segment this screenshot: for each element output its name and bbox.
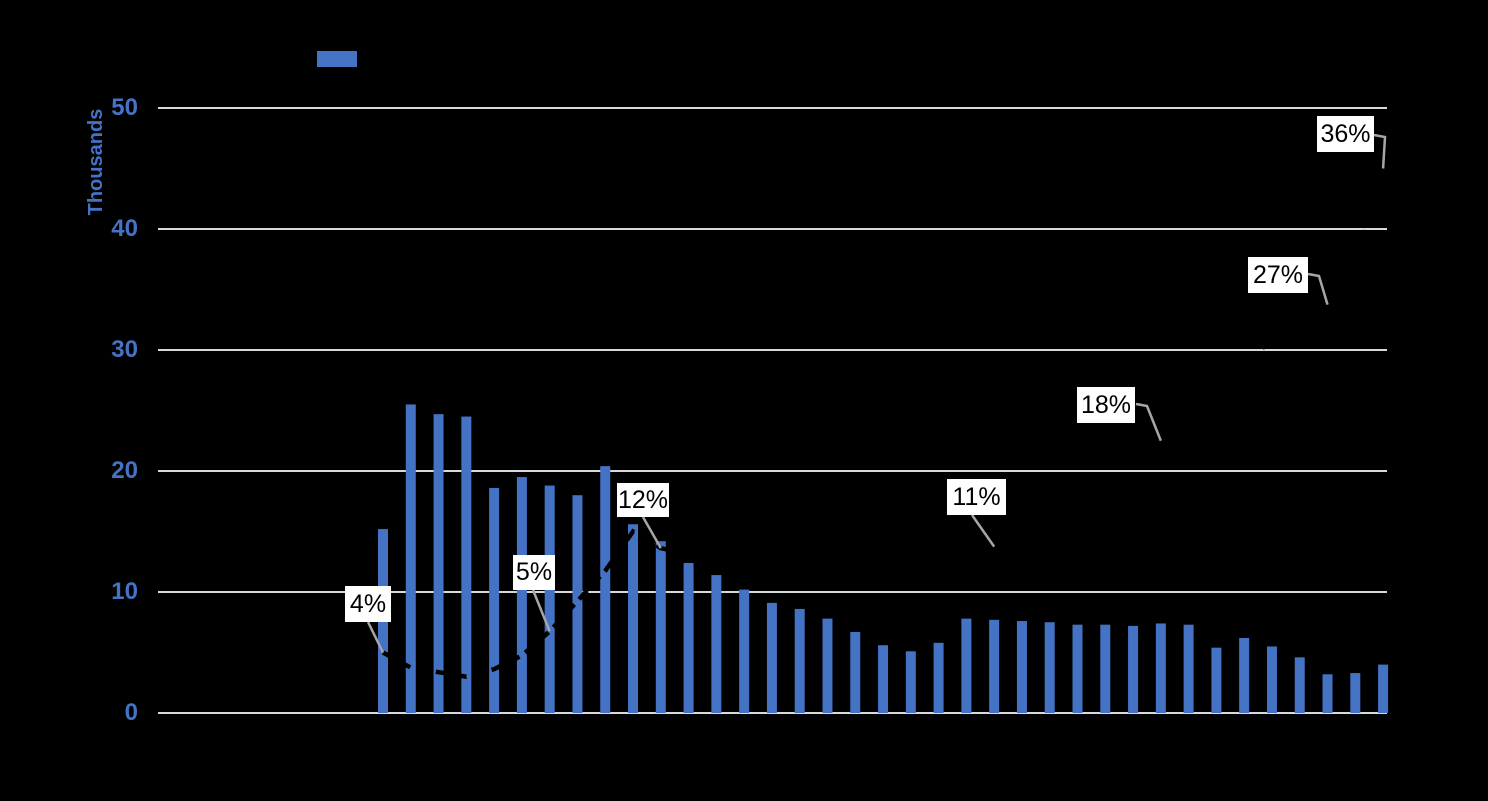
callout-36pct[interactable]: 36% <box>1317 116 1374 152</box>
bar-21[interactable] <box>933 642 944 713</box>
bar-27[interactable] <box>1100 624 1111 713</box>
bar-15[interactable] <box>766 602 777 713</box>
bar-18[interactable] <box>850 631 861 713</box>
bar-6[interactable] <box>516 477 527 713</box>
leader-line-18% <box>1135 402 1163 442</box>
y-tick-50: 50 <box>111 94 138 121</box>
callout-4pct[interactable]: 4% <box>345 586 391 622</box>
bar-31[interactable] <box>1211 647 1222 713</box>
bar-2[interactable] <box>405 404 416 713</box>
bar-33[interactable] <box>1266 646 1277 713</box>
bar-16[interactable] <box>794 608 805 713</box>
bar-25[interactable] <box>1044 622 1055 713</box>
bar-26[interactable] <box>1072 624 1083 713</box>
callout-5pct[interactable]: 5% <box>513 555 555 590</box>
bar-12[interactable] <box>683 562 694 713</box>
bar-9[interactable] <box>600 466 611 713</box>
y-tick-40: 40 <box>111 215 138 242</box>
bar-20[interactable] <box>905 651 916 713</box>
bar-23[interactable] <box>989 619 1000 713</box>
leader-line-27% <box>1307 272 1329 305</box>
y-tick-30: 30 <box>111 336 138 363</box>
bar-24[interactable] <box>1016 621 1027 713</box>
bar-11[interactable] <box>655 541 666 713</box>
bar-8[interactable] <box>572 495 583 713</box>
bar-37[interactable] <box>1378 664 1389 713</box>
leader-line-12% <box>641 516 662 549</box>
y-tick-10: 10 <box>111 578 138 605</box>
legend-swatch-bar-series[interactable] <box>317 51 357 67</box>
bar-36[interactable] <box>1350 673 1361 713</box>
callout-18pct[interactable]: 18% <box>1077 387 1135 423</box>
leader-line-4% <box>366 621 385 654</box>
bar-32[interactable] <box>1239 637 1250 713</box>
bar-22[interactable] <box>961 618 972 713</box>
y-tick-20: 20 <box>111 457 138 484</box>
trend-line[interactable] <box>381 167 1386 679</box>
bar-19[interactable] <box>878 645 889 713</box>
y-tick-0: 0 <box>124 699 138 726</box>
bar-30[interactable] <box>1183 624 1194 713</box>
bar-29[interactable] <box>1155 623 1166 713</box>
bar-10[interactable] <box>628 524 639 713</box>
bar-14[interactable] <box>739 589 750 713</box>
leader-line-36% <box>1373 133 1387 169</box>
callout-27pct[interactable]: 27% <box>1248 257 1308 293</box>
bar-35[interactable] <box>1322 674 1333 713</box>
leader-line-5% <box>531 589 551 632</box>
bar-17[interactable] <box>822 618 833 713</box>
callout-11pct[interactable]: 11% <box>947 479 1006 515</box>
bar-7[interactable] <box>544 485 555 713</box>
leader-line-11% <box>970 514 996 548</box>
bar-5[interactable] <box>489 487 500 713</box>
callout-12pct[interactable]: 12% <box>617 483 669 517</box>
bar-3[interactable] <box>433 414 444 713</box>
bar-34[interactable] <box>1294 657 1305 713</box>
bar-4[interactable] <box>461 416 472 713</box>
bar-13[interactable] <box>711 575 722 713</box>
bar-28[interactable] <box>1128 625 1139 713</box>
